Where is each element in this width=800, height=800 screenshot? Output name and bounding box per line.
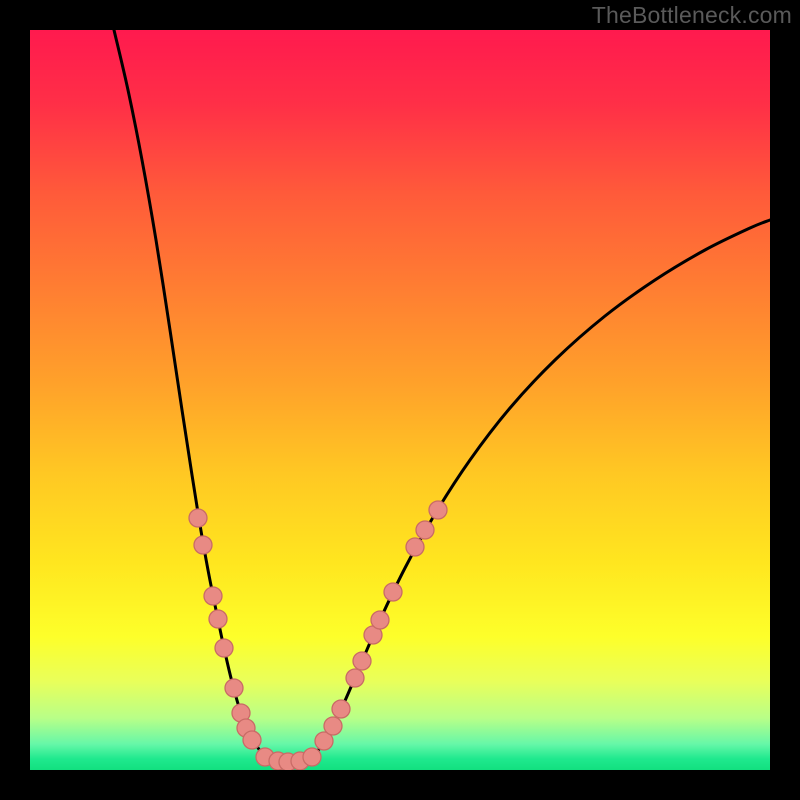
data-point bbox=[243, 731, 261, 749]
data-point bbox=[209, 610, 227, 628]
plot-area bbox=[30, 30, 770, 770]
data-point bbox=[406, 538, 424, 556]
data-point bbox=[332, 700, 350, 718]
data-point bbox=[215, 639, 233, 657]
data-point bbox=[204, 587, 222, 605]
data-point bbox=[384, 583, 402, 601]
chart-overlay bbox=[30, 30, 770, 770]
data-markers bbox=[189, 501, 447, 770]
data-point bbox=[371, 611, 389, 629]
data-point bbox=[416, 521, 434, 539]
data-point bbox=[225, 679, 243, 697]
data-point bbox=[194, 536, 212, 554]
data-point bbox=[429, 501, 447, 519]
data-point bbox=[353, 652, 371, 670]
data-point bbox=[189, 509, 207, 527]
watermark-text: TheBottleneck.com bbox=[592, 2, 792, 29]
bottleneck-curve bbox=[114, 30, 770, 762]
data-point bbox=[303, 748, 321, 766]
chart-root: TheBottleneck.com bbox=[0, 0, 800, 800]
data-point bbox=[346, 669, 364, 687]
data-point bbox=[324, 717, 342, 735]
